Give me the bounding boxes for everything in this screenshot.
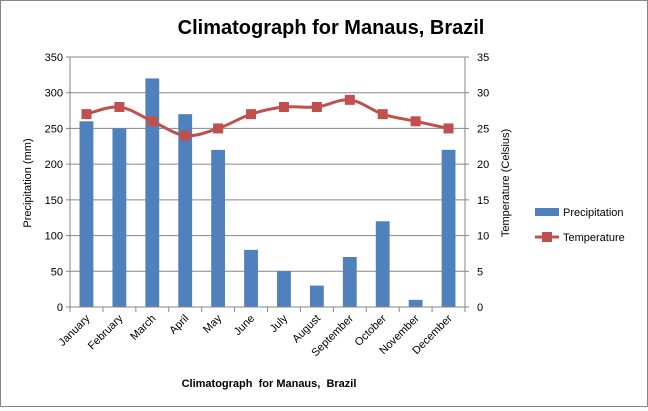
bar [375,221,390,307]
bar-series [79,78,456,308]
bar [211,149,226,307]
temperature-marker [311,102,322,112]
bar [309,285,324,307]
y-tick-label: 150 [45,195,63,207]
y2-axis-ticks: 0 5 10 15 20 25 30 35 [465,52,489,314]
y2-tick-label: 25 [477,123,489,135]
temperature-marker [114,102,125,112]
bar [79,121,94,308]
y2-axis-title: Temperature (Celsius) [500,129,512,237]
y-tick-label: 100 [45,231,63,243]
y2-tick-label: 10 [477,231,489,243]
bar [277,271,291,307]
x-axis-title: Climatograph for Manaus, Brazil [182,378,357,390]
temperature-marker [180,130,191,141]
y-axis-title: Precipitation (mm) [22,138,34,227]
legend: Precipitation Temperature [535,207,625,244]
y-tick-label: 50 [51,266,63,278]
temperature-marker [147,116,158,127]
y2-tick-label: 20 [477,159,489,171]
bar [112,128,127,307]
y-tick-label: 0 [57,302,63,314]
axes [69,57,466,308]
bar [244,249,258,307]
temperature-marker [410,116,421,127]
bar [342,257,357,307]
y-tick-label: 300 [45,88,63,100]
legend-temperature-label: Temperature [563,232,625,244]
bar [145,78,160,307]
legend-precipitation-label: Precipitation [563,207,624,219]
temperature-marker [81,109,92,120]
temperature-marker [377,109,388,120]
x-tick-label: March [128,313,158,343]
y2-tick-label: 30 [477,88,489,100]
x-tick-label: April [167,313,191,337]
temperature-marker [213,123,224,134]
y-tick-label: 250 [45,123,63,135]
bar [178,114,193,308]
temperature-marker [246,109,257,120]
x-tick-label: June [232,313,257,338]
legend-temperature-marker [542,232,552,242]
y-axis-ticks: 0 50 100 150 200 250 300 350 [45,52,70,314]
x-tick-label: August [290,313,323,346]
temperature-marker [278,102,289,112]
x-tick-label: May [201,312,225,336]
temperature-line [86,98,449,138]
y2-tick-label: 15 [477,195,489,207]
y-tick-label: 350 [45,52,63,64]
bar [441,149,456,307]
x-tick-label: February [86,312,126,352]
bar [408,299,423,307]
gridlines [70,56,465,272]
chart-title: Climatograph for Manaus, Brazil [178,17,485,39]
y2-tick-label: 5 [477,266,483,278]
temperature-marker [443,123,454,134]
line-series [81,94,454,141]
y2-tick-label: 35 [477,52,489,64]
y-tick-label: 200 [45,159,63,171]
y2-tick-label: 0 [477,302,483,314]
legend-precipitation-swatch [535,208,559,216]
temperature-marker [344,94,355,105]
x-tick-label: July [268,312,291,335]
